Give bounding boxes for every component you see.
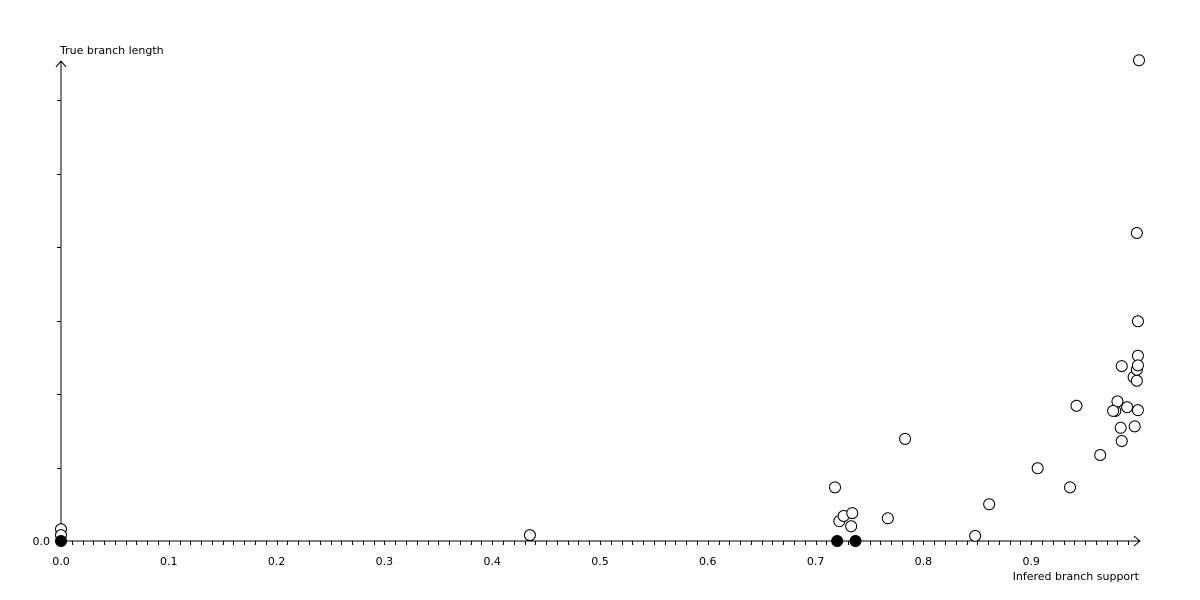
x-tick-label: 0.5	[591, 555, 609, 568]
x-tick-label: 0.7	[807, 555, 825, 568]
y-axis-arrow	[55, 60, 67, 68]
x-axis-label: Infered branch support	[1013, 570, 1140, 583]
open-data-point	[881, 512, 894, 525]
open-data-point	[1133, 54, 1145, 67]
filled-data-point	[55, 535, 67, 547]
open-data-point	[829, 481, 842, 494]
open-data-point	[1131, 315, 1144, 328]
open-data-point	[969, 529, 982, 542]
open-data-point	[1131, 404, 1144, 417]
x-tick-label: 0.8	[915, 555, 933, 568]
open-data-point	[899, 432, 912, 445]
y-axis-label: True branch length	[59, 44, 164, 57]
x-tick-label: 0.9	[1022, 555, 1040, 568]
axes	[55, 60, 1141, 547]
open-data-point	[1130, 374, 1143, 387]
x-tick-label: 0.3	[376, 555, 394, 568]
ticks: 0.0 0.1 0.2 0.3 0.4 0.5 0.6 0.7 0.8 0.9	[52, 100, 1129, 568]
filled-data-point	[849, 535, 862, 547]
open-data-point	[1031, 462, 1044, 475]
open-data-point	[1064, 481, 1077, 494]
x-tick-label: 0.2	[268, 555, 286, 568]
x-tick-label: 0.6	[699, 555, 717, 568]
data-points	[55, 54, 1145, 547]
y-tick-label-0: 0.0	[33, 535, 51, 548]
open-data-point	[1070, 399, 1083, 412]
open-data-point	[1130, 227, 1143, 240]
open-data-point	[1115, 360, 1128, 373]
x-tick-label: 0.1	[160, 555, 178, 568]
x-tick-label: 0.4	[483, 555, 501, 568]
open-data-point	[1131, 359, 1144, 372]
open-data-point	[1114, 421, 1127, 434]
open-data-point	[845, 520, 858, 533]
filled-data-point	[831, 535, 844, 547]
x-tick-label: 0.0	[52, 555, 70, 568]
open-data-point	[1094, 449, 1107, 462]
open-data-point	[523, 529, 536, 542]
open-data-point	[1128, 420, 1141, 433]
open-data-point	[1121, 401, 1134, 414]
x-axis-arrow	[1133, 535, 1141, 547]
open-data-point	[1115, 435, 1128, 448]
open-data-point	[846, 507, 859, 520]
open-data-point	[1107, 404, 1120, 417]
open-data-point	[983, 498, 996, 511]
